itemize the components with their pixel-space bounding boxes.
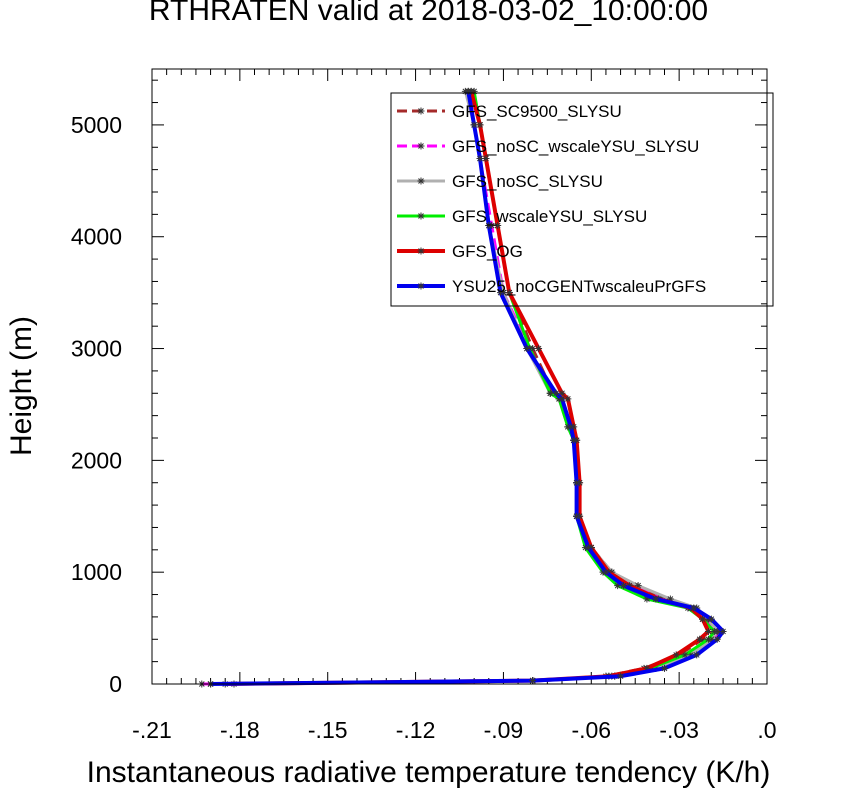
series-marker: [497, 289, 504, 297]
series-marker: [558, 395, 566, 403]
series-marker: [417, 177, 425, 185]
series-marker: [634, 582, 642, 590]
series-marker: [573, 512, 581, 520]
y-tick-label: 4000: [71, 224, 122, 250]
x-tick-label: -.06: [571, 717, 611, 743]
series-marker: [558, 389, 566, 397]
series-marker: [552, 389, 560, 397]
series-marker: [713, 635, 721, 643]
legend-entry-label: YSU25_noCGENTwscaleuPrGFS: [452, 277, 706, 296]
chart-title: RTHRATEN valid at 2018-03-02_10:00:00: [148, 0, 709, 27]
series-marker: [661, 664, 668, 672]
y-tick-label: 0: [109, 671, 122, 697]
x-tick-label: -.09: [484, 717, 524, 743]
x-axis-label: Instantaneous radiative temperature tend…: [86, 756, 771, 789]
x-tick-label: -.12: [396, 717, 436, 743]
series-marker: [573, 479, 581, 487]
series-marker: [485, 222, 493, 230]
series-marker: [535, 345, 543, 353]
series-marker: [672, 651, 680, 659]
series-marker: [693, 651, 701, 659]
series-marker: [687, 651, 695, 659]
series-marker: [476, 121, 484, 129]
series-marker: [476, 154, 484, 162]
series-marker: [620, 582, 627, 590]
series-marker: [417, 107, 425, 115]
series-marker: [564, 395, 572, 403]
series-marker: [417, 212, 425, 220]
series-marker: [417, 282, 425, 290]
legend-entry-label: GFS_noSC_wscaleYSU_SLYSU: [452, 137, 699, 156]
y-tick-label: 2000: [71, 447, 122, 473]
legend-box: [390, 92, 774, 307]
legend: GFS_SC9500_SLYSU GFS_noSC_wscaleYSU_SLYSU…: [390, 92, 774, 307]
legend-entry-label: GFS_noSC_SLYSU: [452, 172, 603, 191]
series-marker: [681, 651, 689, 659]
y-tick-label: 1000: [71, 559, 122, 585]
series-marker: [567, 423, 575, 431]
legend-entry-label: GFS_wscaleYSU_SLYSU: [452, 207, 647, 226]
series-marker: [710, 627, 718, 635]
y-axis-label: Height (m): [5, 315, 38, 457]
plot-frame: [151, 68, 768, 685]
series-marker: [602, 568, 610, 576]
series-marker: [699, 615, 707, 623]
series-YSU25_noCGENTwscaleuPrGFS: [207, 87, 727, 688]
series-marker: [643, 595, 651, 603]
series-marker: [505, 289, 513, 297]
x-tick-label: .0: [757, 717, 776, 743]
series-marker: [719, 627, 727, 635]
series-marker: [494, 222, 502, 230]
series-marker: [707, 615, 715, 623]
series-marker: [690, 604, 698, 612]
legend-entry-label: GFS_OG: [452, 242, 523, 261]
series-marker: [584, 544, 592, 552]
series-marker: [417, 142, 425, 150]
series-marker: [417, 247, 425, 255]
series-marker: [643, 664, 651, 672]
series-marker: [523, 345, 531, 353]
series-marker: [464, 87, 472, 95]
series-marker: [666, 595, 674, 603]
series-marker: [482, 154, 490, 162]
y-tick-label: 5000: [71, 112, 122, 138]
x-tick-label: -.18: [220, 717, 260, 743]
y-tick-label: 3000: [71, 336, 122, 362]
legend-entry-label: GFS_SC9500_SLYSU: [452, 102, 622, 121]
x-tick-label: -.15: [308, 717, 348, 743]
x-tick-label: -.21: [132, 717, 172, 743]
series-marker: [529, 677, 537, 685]
series-marker: [625, 582, 633, 590]
series-marker: [570, 436, 578, 444]
series-marker: [470, 121, 478, 129]
series-marker: [652, 595, 660, 603]
series-marker: [696, 635, 704, 643]
x-tick-label: -.03: [659, 717, 699, 743]
series-marker: [617, 672, 625, 680]
series-marker: [704, 627, 712, 635]
axis-ticks: -.21 -.18 -.15 -.12 -.09 -.06 -.03 .0 0 1000 2000 3…: [71, 69, 777, 743]
series-marker: [704, 635, 712, 643]
series-marker: [614, 582, 622, 590]
series-marker: [546, 389, 554, 397]
